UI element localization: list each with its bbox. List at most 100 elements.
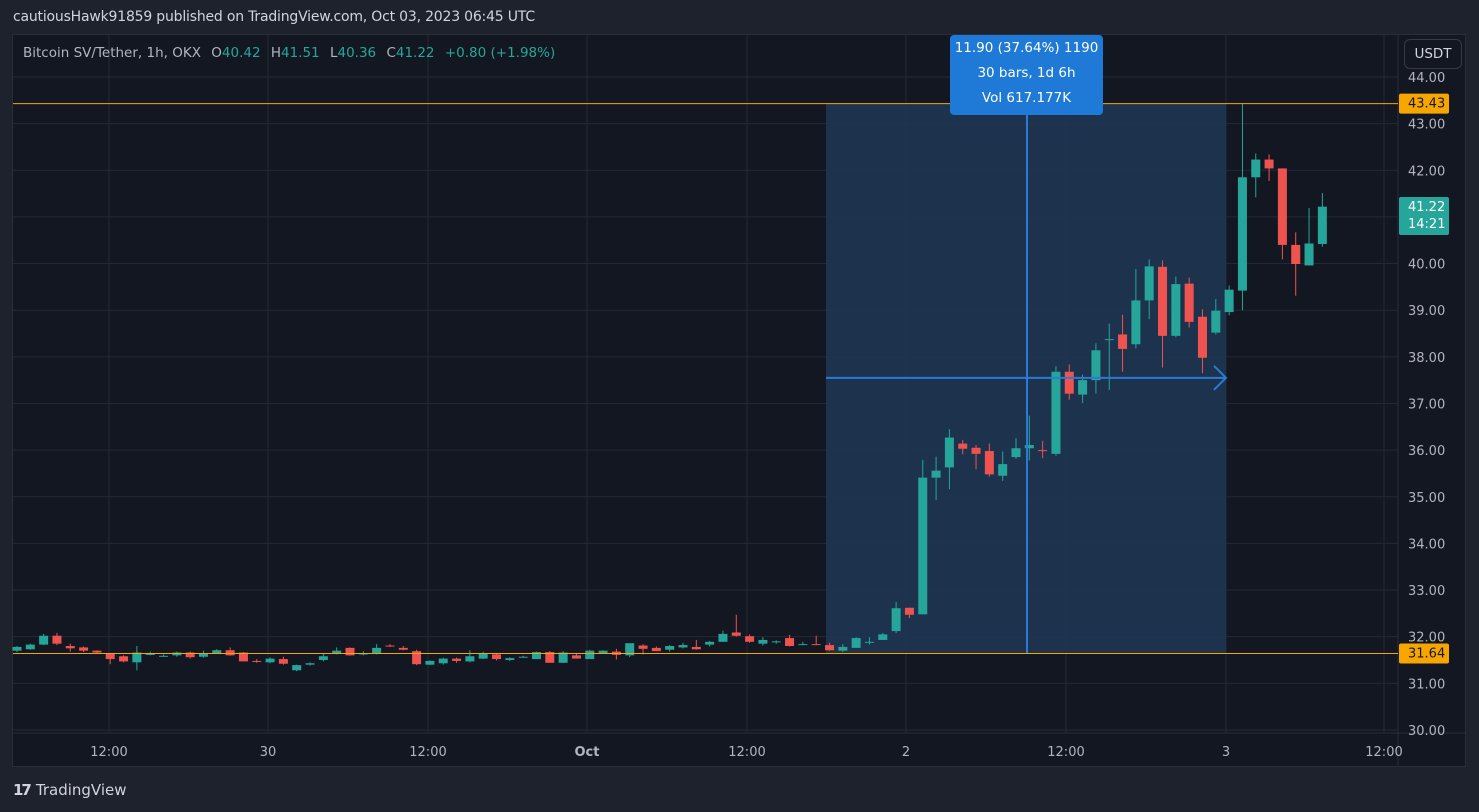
candle-body <box>1224 289 1234 313</box>
candle-body <box>1158 266 1168 336</box>
candle-body <box>518 656 528 658</box>
candle-body <box>825 645 835 651</box>
symbol-legend: Bitcoin SV/Tether, 1h, OKX O40.42 H41.51… <box>23 45 561 61</box>
candle-body <box>998 464 1008 476</box>
candle-body <box>119 656 129 662</box>
candle-body <box>132 652 142 663</box>
price-tick-label: 44.00 <box>1408 71 1445 86</box>
candle-body <box>1264 159 1274 169</box>
candle-body <box>492 654 502 660</box>
measure-change: 11.90 (37.64%) 1190 <box>954 40 1099 56</box>
candle-body <box>718 633 728 642</box>
candle-body <box>598 650 608 654</box>
candle-body <box>1277 168 1287 245</box>
candle-body <box>984 451 994 475</box>
candle-body <box>531 652 541 660</box>
candle-body <box>252 660 262 662</box>
candle-body <box>1211 310 1221 333</box>
price-tick-label: 35.00 <box>1408 491 1445 506</box>
candle-body <box>412 651 422 665</box>
candle-body <box>691 646 701 650</box>
price-tick-label: 34.00 <box>1408 537 1445 552</box>
candle-body <box>651 647 661 652</box>
candle-body <box>904 607 914 615</box>
candle-body <box>1171 284 1181 336</box>
candle-body <box>931 470 941 478</box>
candle-body <box>585 650 595 660</box>
time-tick-label: 12:00 <box>409 745 446 760</box>
candle-body <box>785 638 795 647</box>
candle-body <box>1317 206 1327 244</box>
candle-body <box>944 437 954 468</box>
time-tick-label: 12:00 <box>1047 745 1084 760</box>
candle-body <box>212 650 222 654</box>
candle-body <box>771 641 781 643</box>
candle-body <box>105 653 115 660</box>
candle-body <box>65 646 75 649</box>
candle-body <box>318 656 328 660</box>
time-tick-label: 12:00 <box>728 745 765 760</box>
candle-body <box>159 655 169 657</box>
lower-level-badge <box>1399 643 1449 664</box>
time-tick-label: Oct <box>575 745 600 760</box>
last-price-badge-text: 14:21 <box>1408 217 1445 232</box>
candle-body <box>478 653 488 659</box>
candle-body <box>665 646 675 650</box>
candle-body <box>12 646 22 651</box>
candle-body <box>838 646 848 651</box>
candle-body <box>878 634 888 640</box>
candle-body <box>1118 334 1128 349</box>
symbol-title[interactable]: Bitcoin SV/Tether, 1h, OKX <box>23 45 201 61</box>
candle-body <box>678 645 688 648</box>
candle-body <box>92 650 102 653</box>
time-tick-label: 30 <box>260 745 277 760</box>
currency-button[interactable]: USDT <box>1404 39 1462 69</box>
candle-body <box>971 447 981 454</box>
candle-body <box>1091 350 1101 381</box>
candle-body <box>1038 450 1048 452</box>
candle-body <box>1197 316 1207 358</box>
price-tick-label: 32.00 <box>1408 631 1445 646</box>
last-price-badge <box>1399 197 1449 235</box>
candle-body <box>1184 283 1194 322</box>
candle-body <box>238 652 248 662</box>
footer-brand[interactable]: 17 TradingView <box>13 781 127 799</box>
low-value: L40.36 <box>329 45 377 61</box>
price-tick-label: 37.00 <box>1408 397 1445 412</box>
candle-body <box>1064 371 1074 394</box>
candle-body <box>1237 177 1247 291</box>
candle-body <box>398 647 408 650</box>
candle-body <box>1051 371 1061 454</box>
candle-body <box>452 658 462 661</box>
candle-body <box>79 647 89 651</box>
candle-body <box>798 644 808 646</box>
candle-body <box>545 652 555 663</box>
candle-body <box>891 608 901 632</box>
candle-body <box>918 477 928 615</box>
price-tick-label: 40.00 <box>1408 258 1445 273</box>
close-value: C41.22 <box>386 45 435 61</box>
candle-body <box>571 655 581 659</box>
candle-body <box>1251 159 1261 178</box>
candle-body <box>1024 444 1034 449</box>
price-tick-label: 31.00 <box>1408 677 1445 692</box>
candle-body <box>305 663 315 665</box>
time-tick-label: 3 <box>1222 745 1230 760</box>
candle-body <box>811 644 821 646</box>
publish-info: cautiousHawk91859 published on TradingVi… <box>13 9 535 25</box>
candle-body <box>731 632 741 636</box>
price-tick-label: 38.00 <box>1408 351 1445 366</box>
candle-body <box>705 641 715 645</box>
candle-body <box>1304 243 1314 266</box>
open-value: O40.42 <box>211 45 261 61</box>
candle-body <box>1104 339 1114 341</box>
candle-body <box>25 644 35 650</box>
candle-body <box>345 647 355 656</box>
upper-level-badge <box>1399 93 1449 114</box>
high-value: H41.51 <box>270 45 320 61</box>
candle-body <box>1011 448 1021 458</box>
candle-body <box>145 653 155 655</box>
candle-body <box>292 665 302 671</box>
measure-bars: 30 bars, 1d 6h <box>977 65 1076 81</box>
